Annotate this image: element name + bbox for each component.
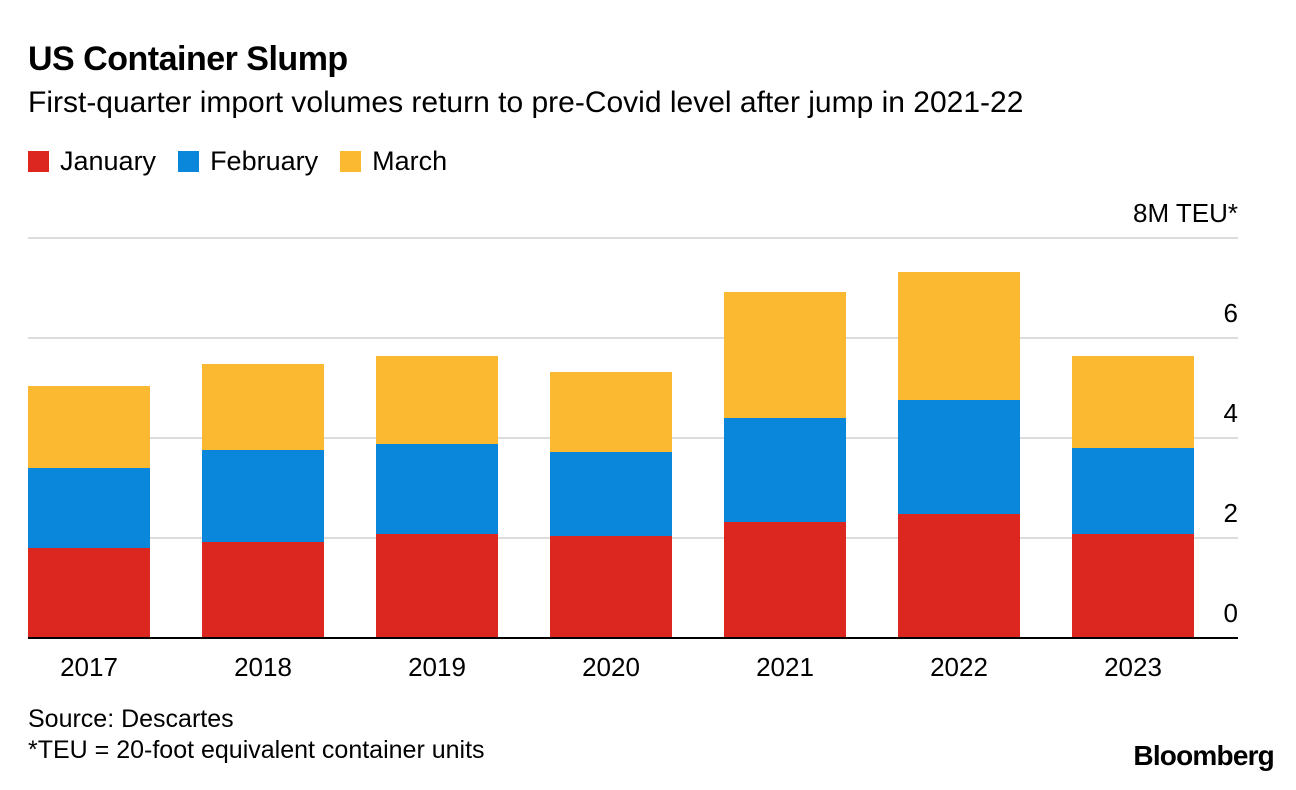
bar-february-2021 (724, 418, 846, 522)
bar-march-2023 (1072, 356, 1194, 448)
bar-january-2022 (898, 514, 1020, 638)
chart-subtitle: First-quarter import volumes return to p… (28, 86, 1024, 119)
bar-january-2019 (376, 534, 498, 638)
bar-february-2023 (1072, 448, 1194, 534)
legend-item-february: February (178, 146, 318, 177)
bar-march-2019 (376, 356, 498, 444)
bar-february-2018 (202, 450, 324, 542)
stacked-bar-chart: 0 2 4 6 8M TEU* 2017 2018 2019 2020 2021 2022 2023 (28, 198, 1238, 682)
bar-january-2017 (28, 548, 150, 638)
y-tick-label-4: 4 (1224, 398, 1238, 428)
bar-january-2020 (550, 536, 672, 638)
y-tick-label-8: 8M TEU* (1133, 198, 1238, 228)
bar-february-2019 (376, 444, 498, 534)
x-tick-label-2023: 2023 (1104, 652, 1162, 682)
legend-label-march: March (372, 146, 448, 176)
chart-title: US Container Slump (28, 40, 348, 78)
legend: January February March (28, 146, 469, 177)
y-tick-label-0: 0 (1224, 598, 1238, 628)
x-tick-label-2018: 2018 (234, 652, 292, 682)
bar-february-2017 (28, 468, 150, 548)
legend-swatch-january (28, 151, 49, 172)
x-tick-label-2021: 2021 (756, 652, 814, 682)
bar-february-2022 (898, 400, 1020, 514)
bar-march-2017 (28, 386, 150, 468)
bar-march-2020 (550, 372, 672, 452)
bar-march-2018 (202, 364, 324, 450)
source-note: Source: Descartes (28, 705, 234, 733)
y-tick-label-2: 2 (1224, 498, 1238, 528)
x-tick-label-2017: 2017 (60, 652, 118, 682)
legend-swatch-march (340, 151, 362, 172)
x-tick-label-2019: 2019 (408, 652, 466, 682)
legend-item-january: January (28, 146, 156, 177)
bar-january-2021 (724, 522, 846, 638)
bar-january-2018 (202, 542, 324, 638)
bar-march-2021 (724, 292, 846, 418)
bar-march-2022 (898, 272, 1020, 400)
x-tick-label-2022: 2022 (930, 652, 988, 682)
y-tick-label-6: 6 (1224, 298, 1238, 328)
x-tick-label-2020: 2020 (582, 652, 640, 682)
legend-label-february: February (210, 146, 319, 176)
teu-footnote: *TEU = 20-foot equivalent container unit… (28, 736, 485, 764)
bloomberg-logo: Bloomberg (1133, 740, 1274, 771)
legend-swatch-february (178, 151, 200, 172)
legend-label-january: January (60, 146, 157, 176)
bar-february-2020 (550, 452, 672, 536)
legend-item-march: March (340, 146, 447, 177)
bar-january-2023 (1072, 534, 1194, 638)
